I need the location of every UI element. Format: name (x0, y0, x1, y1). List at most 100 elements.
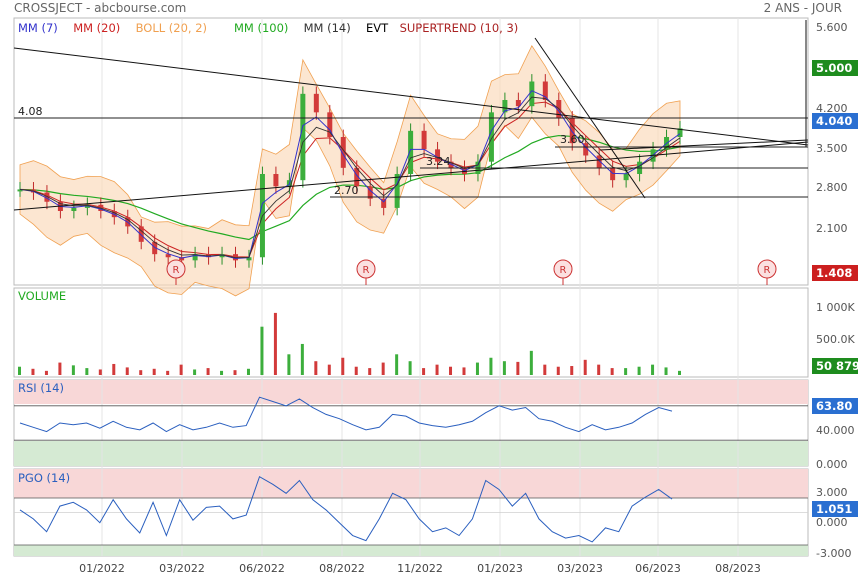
volume-bar (462, 367, 466, 375)
candle-body (246, 257, 252, 261)
volume-bar (408, 361, 412, 375)
pgo-title: PGO (14) (18, 471, 70, 485)
volume-bar (300, 343, 304, 375)
candle-body (542, 81, 548, 100)
mm14-line (19, 96, 681, 259)
rsi-overbought-zone (14, 380, 808, 404)
volume-bar (529, 350, 533, 375)
candle-body (623, 174, 629, 181)
x-tick-label: 03/2022 (159, 562, 205, 575)
candle-body (569, 118, 575, 144)
price-y-tick: 4.200 (816, 102, 848, 115)
volume-bar (71, 365, 75, 375)
legend-item: MM (20) (73, 21, 120, 35)
r-marker-label: R (173, 265, 180, 276)
candle-body (502, 100, 508, 113)
price-y-tick: 2.100 (816, 222, 848, 235)
pgo-y-tick: 0.000 (816, 516, 848, 529)
candle-body (583, 143, 589, 156)
candle-body (300, 93, 306, 181)
candle-body (17, 189, 23, 192)
candle-body (71, 207, 77, 211)
legend-item: SUPERTREND (10, 3) (400, 21, 519, 35)
candle-body (152, 241, 158, 255)
volume-bar (125, 367, 129, 375)
volume-bar (449, 366, 453, 375)
volume-bar (543, 364, 547, 375)
candle-body (138, 226, 144, 242)
level-label: 3.60 (560, 133, 585, 146)
trendline-down (13, 47, 809, 146)
volume-bar (368, 368, 372, 375)
chart-title: CROSSJECT - abcbourse.com (14, 1, 186, 15)
price-badge (812, 60, 858, 76)
rsi-line (19, 396, 673, 433)
volume-bar (422, 368, 426, 375)
volume-bar (651, 364, 655, 375)
candle-body (354, 167, 360, 187)
candle-body (394, 174, 400, 208)
level-label: 4.08 (18, 105, 43, 118)
candle-body (179, 257, 185, 261)
volume-bar (287, 354, 291, 375)
r-marker-label: R (363, 265, 370, 276)
candle-body (677, 128, 683, 137)
volume-bar (58, 362, 62, 375)
volume-bar (381, 362, 385, 375)
candle-body (381, 198, 387, 208)
price-badge (812, 265, 858, 281)
candle-body (421, 130, 427, 150)
volume-bar (166, 370, 170, 375)
pgo-last-value: 1.051 (816, 502, 852, 516)
volume-bar (98, 369, 102, 375)
volume-title: VOLUME (18, 289, 66, 303)
volume-bar (341, 357, 345, 375)
volume-bar (556, 366, 560, 375)
volume-bar (31, 368, 35, 375)
volume-y-tick: 1 000K (816, 301, 855, 314)
candle-body (273, 174, 279, 187)
x-tick-label: 08/2022 (319, 562, 365, 575)
candle-body (448, 161, 454, 168)
volume-bar (179, 364, 183, 375)
candle-body (327, 112, 333, 137)
rsi-y-tick: 40.000 (816, 424, 855, 437)
volume-bar (18, 366, 21, 375)
candle-body (488, 112, 494, 162)
price-y-tick: 2.800 (816, 181, 848, 194)
period-label: 2 ANS - JOUR (764, 1, 842, 15)
x-tick-label: 11/2022 (397, 562, 443, 575)
candle-body (340, 137, 346, 168)
volume-bar (664, 367, 668, 375)
volume-bar (273, 312, 277, 375)
price-badge-value: 5.000 (816, 61, 852, 75)
candle-body (313, 93, 319, 113)
volume-bar (624, 368, 628, 375)
x-tick-label: 06/2022 (239, 562, 285, 575)
price-badge (812, 113, 858, 129)
volume-bar (233, 370, 237, 375)
candle-body (84, 204, 90, 208)
candle-body (192, 254, 198, 261)
candle-body (219, 254, 225, 258)
volume-bar (327, 364, 331, 375)
volume-bar (193, 369, 197, 375)
candle-body (515, 100, 521, 107)
candle-body (435, 149, 441, 162)
price-y-tick: 5.600 (816, 21, 848, 34)
pgo-y-tick: 3.000 (816, 486, 848, 499)
rsi-title: RSI (14) (18, 381, 64, 395)
volume-bar (314, 361, 318, 375)
volume-bar (516, 361, 520, 375)
candle-body (529, 81, 535, 107)
volume-bar (502, 361, 506, 375)
rsi-y-tick: 0.000 (816, 458, 848, 471)
x-tick-label: 01/2022 (79, 562, 125, 575)
rsi-badge (812, 398, 858, 414)
pgo-high-zone (14, 469, 808, 498)
trendline-steep (534, 37, 646, 199)
volume-bar (139, 370, 143, 375)
volume-bar (246, 368, 250, 375)
